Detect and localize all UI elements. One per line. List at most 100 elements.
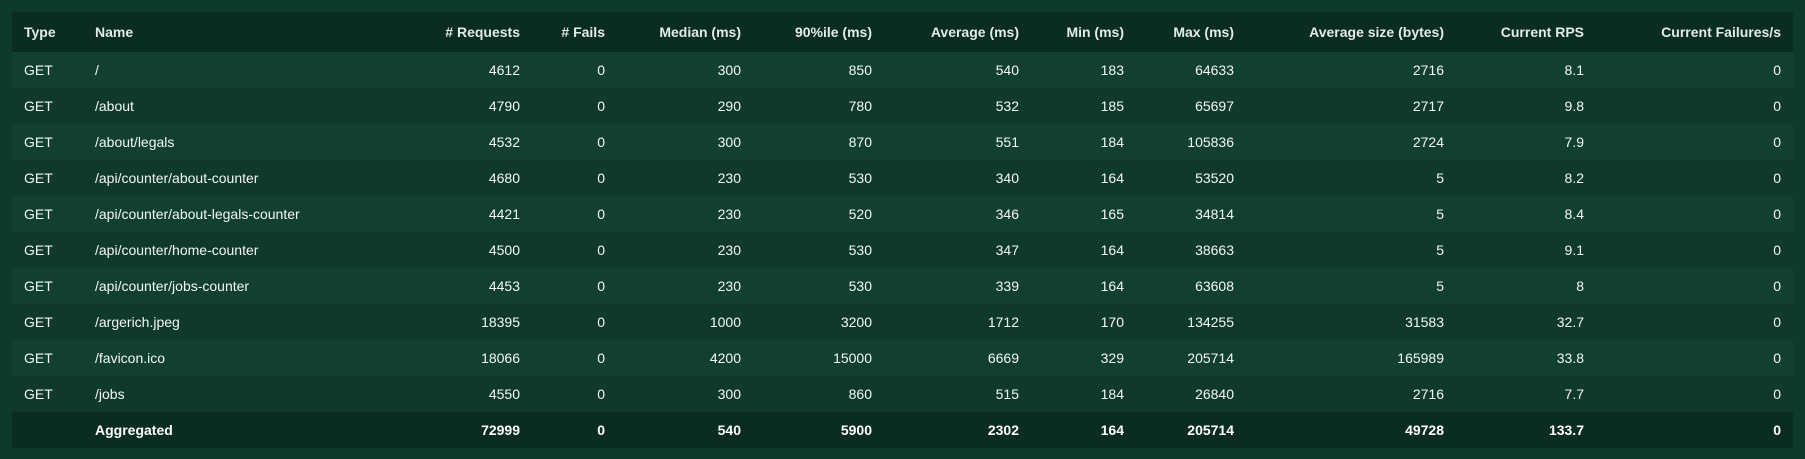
aggregated-max: 205714 bbox=[1136, 412, 1246, 448]
cell-max: 34814 bbox=[1136, 196, 1246, 232]
column-header-fails[interactable]: # Fails bbox=[532, 12, 617, 52]
table-row: GET/api/counter/home-counter 4500 0 230 530 3… bbox=[12, 232, 1793, 268]
cell-name: /about/legals bbox=[83, 124, 375, 160]
column-header-max[interactable]: Max (ms) bbox=[1136, 12, 1246, 52]
cell-median: 290 bbox=[617, 88, 753, 124]
cell-average: 551 bbox=[884, 124, 1031, 160]
request-stats-table: Type Name # Requests # Fails Median (ms) 90%i… bbox=[12, 12, 1793, 448]
cell-fails: 0 bbox=[532, 304, 617, 340]
cell-avg-size: 5 bbox=[1246, 196, 1456, 232]
cell-max: 134255 bbox=[1136, 304, 1246, 340]
cell-max: 65697 bbox=[1136, 88, 1246, 124]
cell-avg-size: 31583 bbox=[1246, 304, 1456, 340]
column-header-current-rps[interactable]: Current RPS bbox=[1456, 12, 1596, 52]
column-header-requests[interactable]: # Requests bbox=[375, 12, 532, 52]
cell-requests: 4790 bbox=[375, 88, 532, 124]
cell-fails: 0 bbox=[532, 376, 617, 412]
cell-average: 339 bbox=[884, 268, 1031, 304]
cell-current-rps: 9.1 bbox=[1456, 232, 1596, 268]
cell-fails: 0 bbox=[532, 196, 617, 232]
cell-min: 165 bbox=[1031, 196, 1136, 232]
cell-p90: 3200 bbox=[753, 304, 884, 340]
cell-avg-size: 2716 bbox=[1246, 52, 1456, 88]
column-header-current-failures[interactable]: Current Failures/s bbox=[1596, 12, 1793, 52]
cell-current-failures: 0 bbox=[1596, 88, 1793, 124]
cell-requests: 18395 bbox=[375, 304, 532, 340]
cell-type: GET bbox=[12, 52, 83, 88]
cell-avg-size: 2717 bbox=[1246, 88, 1456, 124]
cell-type: GET bbox=[12, 376, 83, 412]
cell-p90: 780 bbox=[753, 88, 884, 124]
cell-median: 230 bbox=[617, 232, 753, 268]
cell-max: 205714 bbox=[1136, 340, 1246, 376]
aggregated-current-rps: 133.7 bbox=[1456, 412, 1596, 448]
aggregated-type bbox=[12, 412, 83, 448]
table-row: GET/api/counter/about-counter 4680 0 230 530… bbox=[12, 160, 1793, 196]
cell-median: 230 bbox=[617, 160, 753, 196]
cell-min: 329 bbox=[1031, 340, 1136, 376]
cell-p90: 15000 bbox=[753, 340, 884, 376]
column-header-type[interactable]: Type bbox=[12, 12, 83, 52]
column-header-average[interactable]: Average (ms) bbox=[884, 12, 1031, 52]
cell-fails: 0 bbox=[532, 268, 617, 304]
cell-current-rps: 7.9 bbox=[1456, 124, 1596, 160]
column-header-p90[interactable]: 90%ile (ms) bbox=[753, 12, 884, 52]
stats-panel: Type Name # Requests # Fails Median (ms) 90%i… bbox=[12, 12, 1793, 448]
cell-max: 64633 bbox=[1136, 52, 1246, 88]
aggregated-requests: 72999 bbox=[375, 412, 532, 448]
cell-fails: 0 bbox=[532, 160, 617, 196]
cell-current-rps: 8.1 bbox=[1456, 52, 1596, 88]
cell-median: 1000 bbox=[617, 304, 753, 340]
cell-min: 170 bbox=[1031, 304, 1136, 340]
cell-current-failures: 0 bbox=[1596, 52, 1793, 88]
cell-name: /api/counter/about-counter bbox=[83, 160, 375, 196]
cell-min: 184 bbox=[1031, 124, 1136, 160]
table-body: GET/4612 0 300 850 540 183 64633 2716 8.1 0 GET/ab… bbox=[12, 52, 1793, 412]
cell-type: GET bbox=[12, 304, 83, 340]
cell-average: 340 bbox=[884, 160, 1031, 196]
cell-p90: 530 bbox=[753, 160, 884, 196]
cell-p90: 530 bbox=[753, 232, 884, 268]
cell-requests: 4421 bbox=[375, 196, 532, 232]
cell-p90: 850 bbox=[753, 52, 884, 88]
cell-current-failures: 0 bbox=[1596, 160, 1793, 196]
cell-name: /jobs bbox=[83, 376, 375, 412]
cell-avg-size: 165989 bbox=[1246, 340, 1456, 376]
cell-median: 230 bbox=[617, 268, 753, 304]
cell-name: /api/counter/home-counter bbox=[83, 232, 375, 268]
cell-p90: 530 bbox=[753, 268, 884, 304]
cell-current-rps: 8 bbox=[1456, 268, 1596, 304]
cell-current-rps: 32.7 bbox=[1456, 304, 1596, 340]
cell-requests: 18066 bbox=[375, 340, 532, 376]
cell-current-failures: 0 bbox=[1596, 340, 1793, 376]
table-row: GET/argerich.jpeg 18395 0 1000 3200 1712 170 13… bbox=[12, 304, 1793, 340]
cell-average: 515 bbox=[884, 376, 1031, 412]
cell-current-rps: 8.4 bbox=[1456, 196, 1596, 232]
cell-average: 1712 bbox=[884, 304, 1031, 340]
cell-max: 38663 bbox=[1136, 232, 1246, 268]
column-header-min[interactable]: Min (ms) bbox=[1031, 12, 1136, 52]
cell-current-failures: 0 bbox=[1596, 196, 1793, 232]
cell-median: 300 bbox=[617, 124, 753, 160]
aggregated-min: 164 bbox=[1031, 412, 1136, 448]
cell-type: GET bbox=[12, 268, 83, 304]
table-row: GET/api/counter/about-legals-counter 4421… bbox=[12, 196, 1793, 232]
aggregated-fails: 0 bbox=[532, 412, 617, 448]
column-header-name[interactable]: Name bbox=[83, 12, 375, 52]
cell-requests: 4612 bbox=[375, 52, 532, 88]
cell-current-failures: 0 bbox=[1596, 304, 1793, 340]
table-row: GET/about 4790 0 290 780 532 185 65697 2717 9.8 0 bbox=[12, 88, 1793, 124]
cell-p90: 860 bbox=[753, 376, 884, 412]
column-header-median[interactable]: Median (ms) bbox=[617, 12, 753, 52]
cell-min: 185 bbox=[1031, 88, 1136, 124]
cell-average: 347 bbox=[884, 232, 1031, 268]
cell-average: 532 bbox=[884, 88, 1031, 124]
cell-current-failures: 0 bbox=[1596, 376, 1793, 412]
table-row: GET/about/legals 4532 0 300 870 551 184 105836 2… bbox=[12, 124, 1793, 160]
cell-avg-size: 5 bbox=[1246, 268, 1456, 304]
cell-requests: 4532 bbox=[375, 124, 532, 160]
cell-current-rps: 8.2 bbox=[1456, 160, 1596, 196]
cell-max: 105836 bbox=[1136, 124, 1246, 160]
aggregated-p90: 5900 bbox=[753, 412, 884, 448]
column-header-avg-size[interactable]: Average size (bytes) bbox=[1246, 12, 1456, 52]
